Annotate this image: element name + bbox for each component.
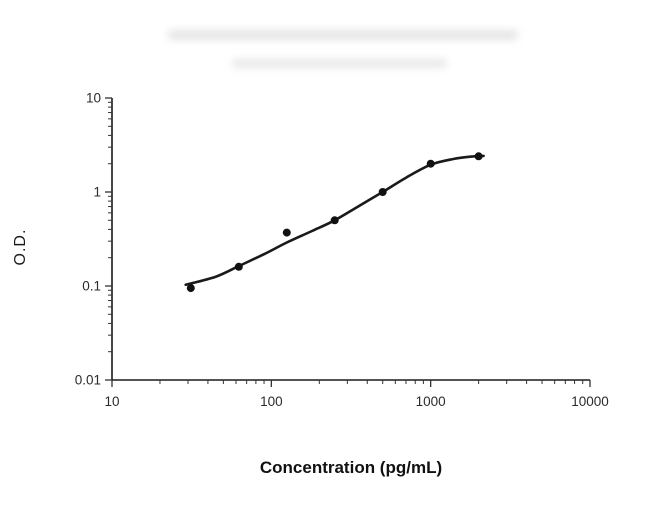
data-point (330, 216, 339, 225)
y-tick-label: 10 (86, 91, 101, 106)
y-tick-label: 0.1 (82, 279, 101, 294)
x-tick-label: 10000 (571, 394, 609, 409)
data-point (282, 228, 291, 237)
x-axis-title: Concentration (pg/mL) (259, 458, 443, 477)
x-tick-label: 1000 (416, 394, 446, 409)
blurred-watermark-line1 (168, 30, 518, 40)
data-point (378, 188, 387, 196)
x-tick-label: 100 (260, 394, 283, 409)
blurred-watermark-line2 (232, 59, 447, 68)
data-point (234, 262, 243, 271)
x-tick-label: 10 (104, 394, 119, 409)
data-point (186, 284, 195, 293)
y-tick-label: 0.01 (75, 373, 101, 388)
data-point (474, 152, 483, 161)
y-axis-title: O.D. (12, 228, 29, 266)
data-point (426, 159, 435, 168)
y-tick-label: 1 (93, 185, 101, 200)
